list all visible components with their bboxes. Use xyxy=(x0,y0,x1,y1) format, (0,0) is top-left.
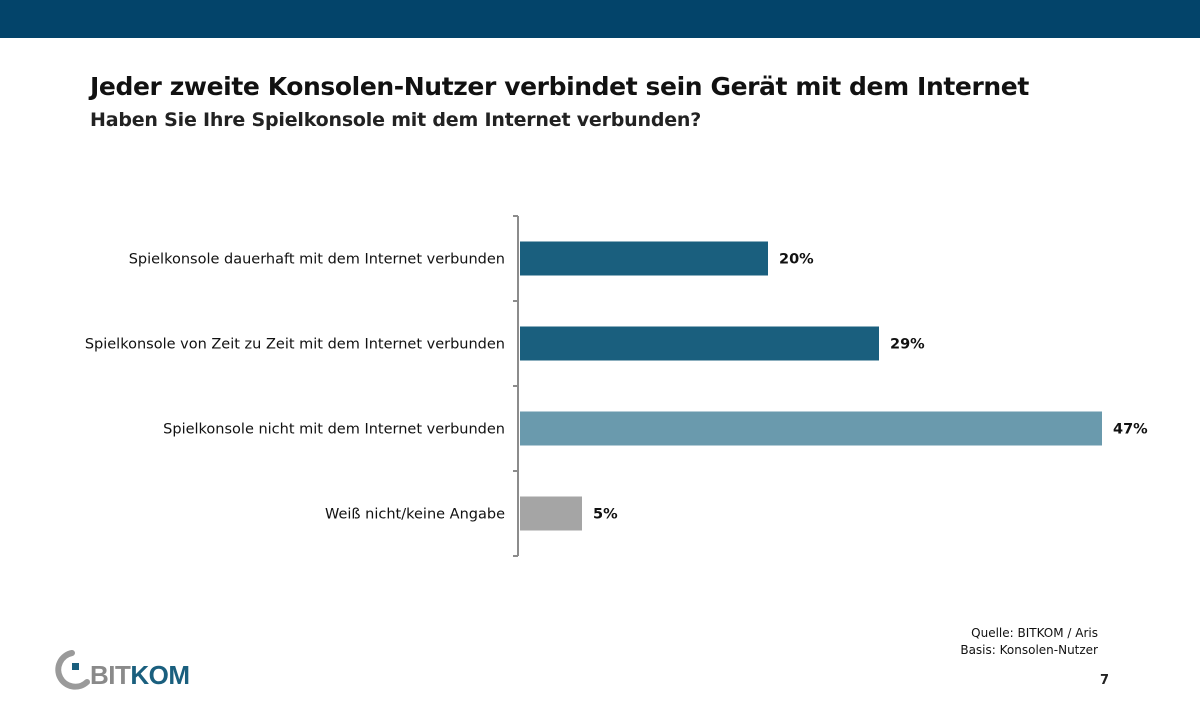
bar xyxy=(520,326,879,361)
logo-square-icon xyxy=(72,663,79,670)
page-subtitle: Haben Sie Ihre Spielkonsole mit dem Inte… xyxy=(90,109,702,131)
category-label: Spielkonsole nicht mit dem Internet verb… xyxy=(163,422,505,438)
category-label: Spielkonsole dauerhaft mit dem Internet … xyxy=(129,252,505,268)
bar xyxy=(520,241,768,276)
source-note: Quelle: BITKOM / Aris Basis: Konsolen-Nu… xyxy=(960,625,1098,659)
category-label: Weiß nicht/keine Angabe xyxy=(325,507,505,523)
top-banner xyxy=(0,0,1200,38)
page-title: Jeder zweite Konsolen-Nutzer verbindet s… xyxy=(90,72,1029,101)
bar-chart: Spielkonsole dauerhaft mit dem Internet … xyxy=(85,215,1148,557)
bitkom-logo: BITKOM xyxy=(55,650,190,690)
category-label: Spielkonsole von Zeit zu Zeit mit dem In… xyxy=(85,337,505,353)
data-label: 20% xyxy=(779,252,814,268)
logo-text-kom: KOM xyxy=(130,660,189,690)
page-number: 7 xyxy=(1100,673,1110,688)
logo-arc-icon xyxy=(55,650,90,690)
data-label: 29% xyxy=(890,337,925,353)
data-label: 47% xyxy=(1113,422,1148,438)
data-label: 5% xyxy=(593,507,618,523)
svg-text:BITKOM: BITKOM xyxy=(90,660,190,690)
bar xyxy=(520,411,1102,446)
logo-text-bit: BIT xyxy=(90,660,131,690)
basis-label: Basis: Konsolen-Nutzer xyxy=(960,643,1098,657)
source-label: Quelle: BITKOM / Aris xyxy=(971,626,1098,640)
bar xyxy=(520,496,582,531)
